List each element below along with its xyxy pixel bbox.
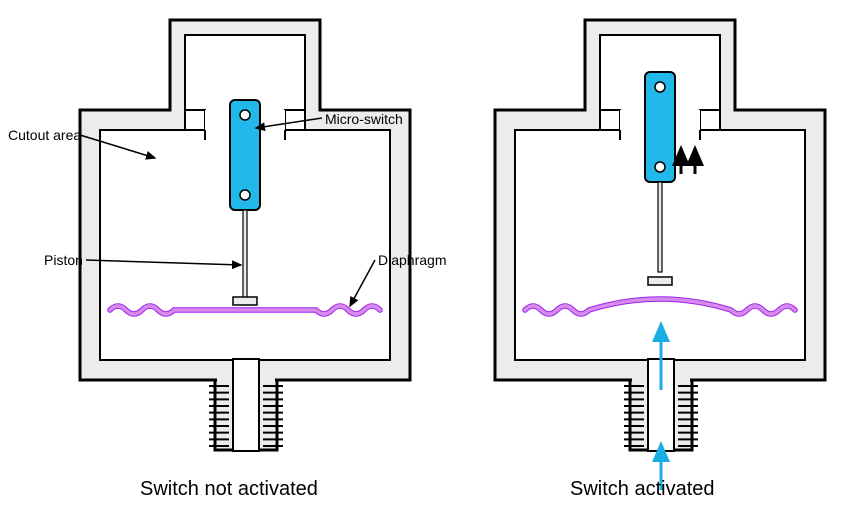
- state-label-right: Switch activated: [570, 478, 715, 501]
- state-label-left: Switch not activated: [140, 478, 318, 501]
